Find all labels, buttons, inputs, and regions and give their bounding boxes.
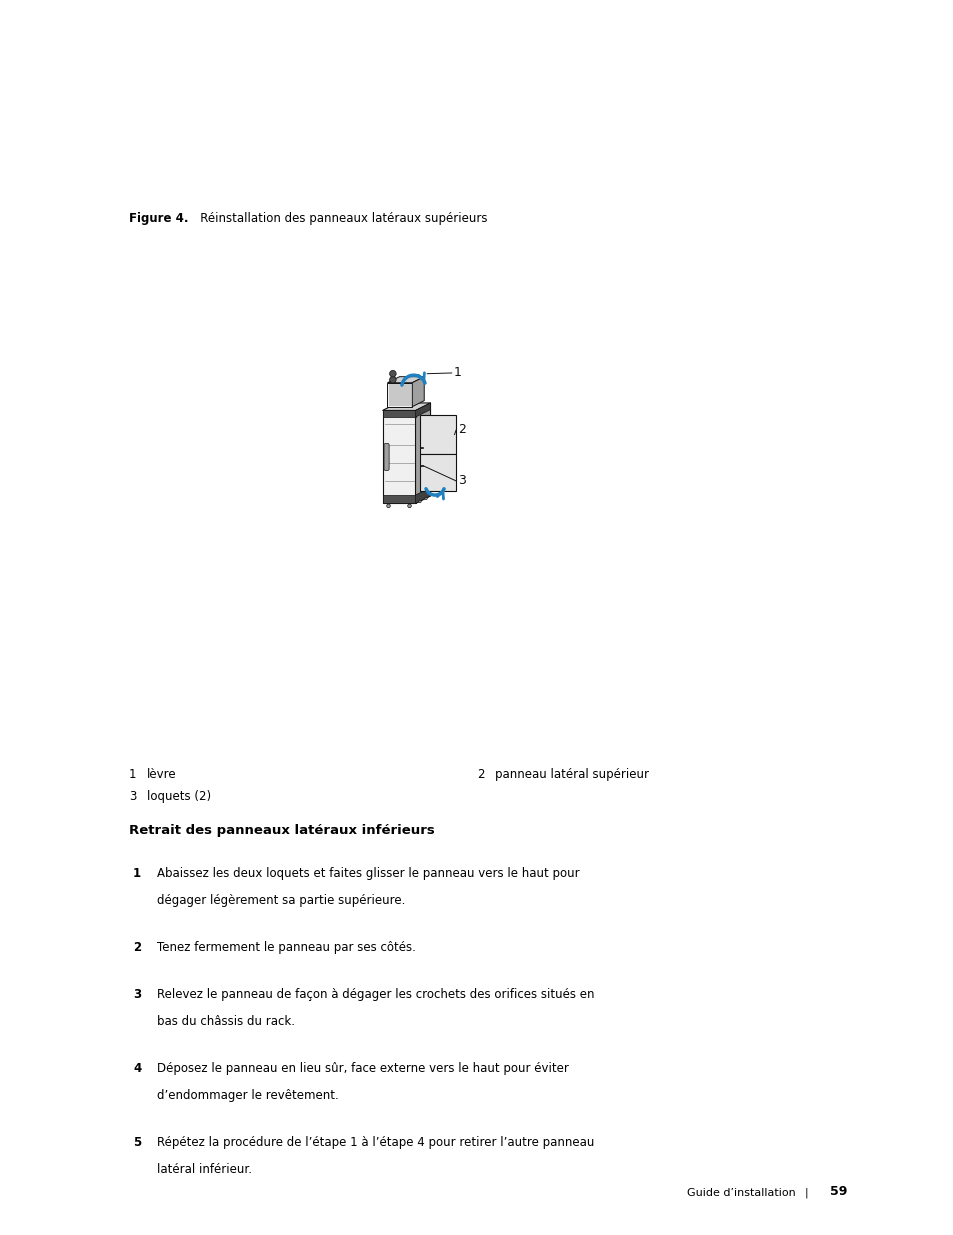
Polygon shape — [387, 383, 412, 406]
Circle shape — [424, 498, 427, 499]
Text: 1: 1 — [453, 367, 460, 379]
Circle shape — [418, 500, 421, 503]
Polygon shape — [382, 403, 430, 410]
Text: 2: 2 — [132, 941, 141, 955]
Text: 2: 2 — [457, 424, 465, 436]
Text: Réinstallation des panneaux latéraux supérieurs: Réinstallation des panneaux latéraux sup… — [189, 211, 487, 225]
Polygon shape — [382, 410, 416, 417]
Text: |: | — [803, 1187, 807, 1198]
Text: 3: 3 — [132, 988, 141, 1002]
Text: Retrait des panneaux latéraux inférieurs: Retrait des panneaux latéraux inférieurs — [129, 824, 434, 837]
Circle shape — [407, 504, 411, 508]
Polygon shape — [419, 415, 456, 454]
Text: Guide d’installation: Guide d’installation — [686, 1188, 795, 1198]
Circle shape — [389, 377, 395, 383]
Text: Répétez la procédure de l’étape 1 à l’étape 4 pour retirer l’autre panneau: Répétez la procédure de l’étape 1 à l’ét… — [157, 1136, 594, 1150]
Polygon shape — [416, 403, 430, 417]
Text: panneau latéral supérieur: panneau latéral supérieur — [495, 768, 648, 782]
Polygon shape — [389, 384, 411, 405]
Text: latéral inférieur.: latéral inférieur. — [157, 1163, 253, 1177]
Polygon shape — [387, 377, 424, 383]
Text: bas du châssis du rack.: bas du châssis du rack. — [157, 1015, 295, 1029]
Polygon shape — [412, 377, 424, 406]
Text: Déposez le panneau en lieu sûr, face externe vers le haut pour éviter: Déposez le panneau en lieu sûr, face ext… — [157, 1062, 569, 1076]
Circle shape — [386, 504, 390, 508]
Polygon shape — [419, 454, 456, 492]
Text: lèvre: lèvre — [147, 768, 176, 782]
Text: 59: 59 — [829, 1184, 846, 1198]
Polygon shape — [416, 488, 430, 504]
Text: 1: 1 — [129, 768, 136, 782]
Text: 5: 5 — [132, 1136, 141, 1150]
Polygon shape — [416, 403, 430, 504]
Text: 1: 1 — [132, 867, 141, 881]
Text: dégager légèrement sa partie supérieure.: dégager légèrement sa partie supérieure. — [157, 894, 405, 908]
Text: 3: 3 — [129, 790, 136, 803]
Text: Relevez le panneau de façon à dégager les crochets des orifices situés en: Relevez le panneau de façon à dégager le… — [157, 988, 595, 1002]
Text: 4: 4 — [132, 1062, 141, 1076]
Circle shape — [389, 370, 395, 377]
Text: Abaissez les deux loquets et faites glisser le panneau vers le haut pour: Abaissez les deux loquets et faites glis… — [157, 867, 579, 881]
Text: 3: 3 — [457, 474, 465, 488]
Text: Tenez fermement le panneau par ses côtés.: Tenez fermement le panneau par ses côtés… — [157, 941, 416, 955]
Text: 2: 2 — [476, 768, 484, 782]
Polygon shape — [382, 410, 416, 504]
Text: Figure 4.: Figure 4. — [129, 211, 188, 225]
Text: loquets (2): loquets (2) — [147, 790, 211, 803]
FancyBboxPatch shape — [384, 443, 389, 471]
Text: d’endommager le revêtement.: d’endommager le revêtement. — [157, 1089, 339, 1103]
Polygon shape — [382, 495, 416, 504]
